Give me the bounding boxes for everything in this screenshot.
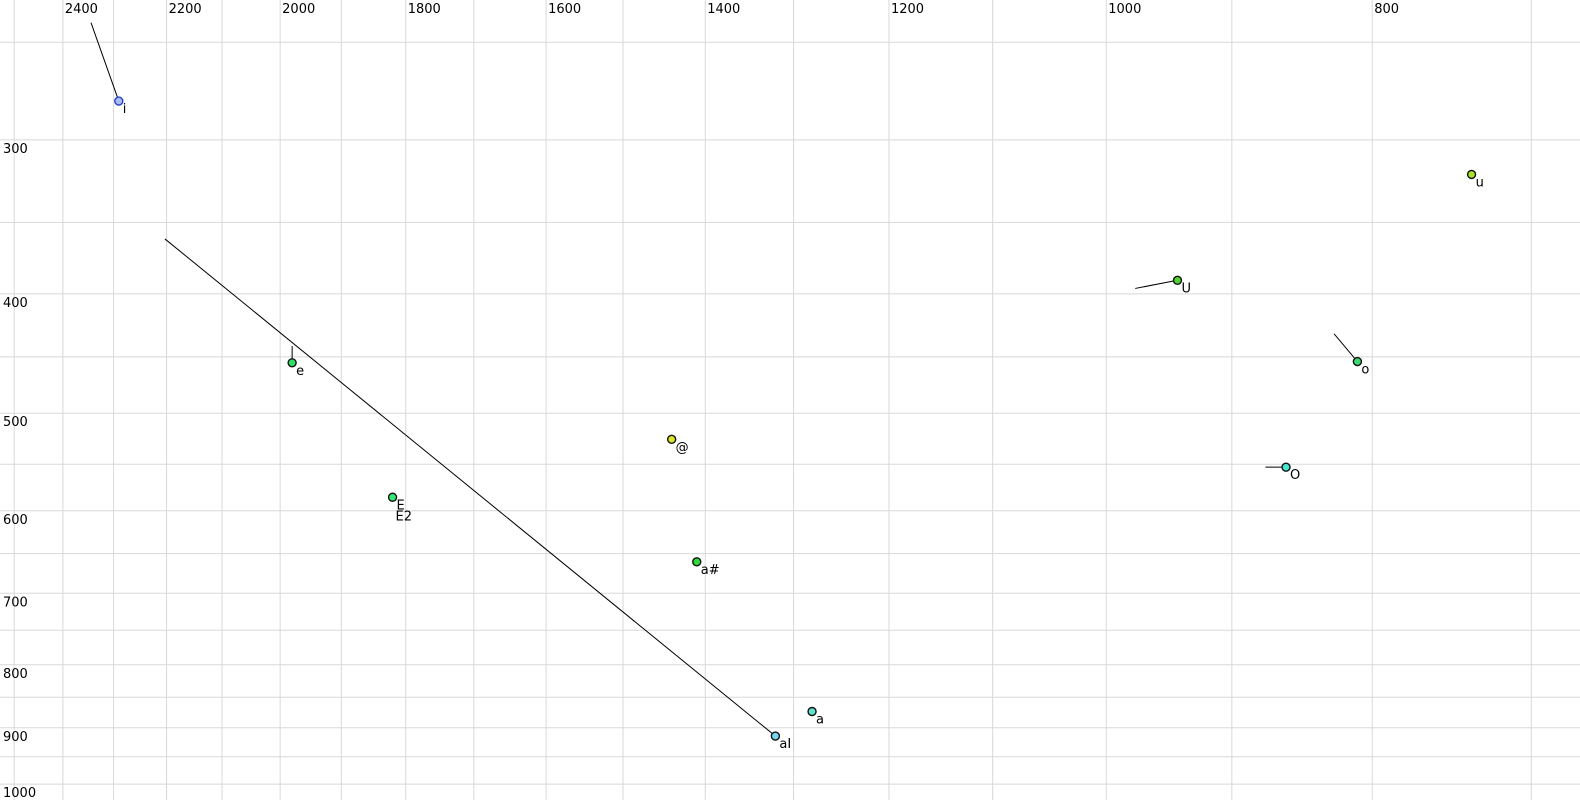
y-tick-label: 900 (3, 730, 28, 745)
point-label: u (1476, 175, 1484, 190)
x-tick-label: 1600 (548, 2, 581, 17)
point-a[interactable] (807, 706, 817, 717)
y-tick-label: 600 (3, 513, 28, 528)
x-tick-label: 1000 (1108, 2, 1141, 17)
point-O[interactable] (1281, 462, 1291, 472)
x-tick-label: 1200 (891, 2, 924, 17)
x-tick-label: 1400 (707, 2, 740, 17)
trajectory-line-aI (164, 238, 776, 737)
point-label: i (123, 102, 127, 117)
point-label: @ (676, 440, 689, 455)
point-label: a (816, 712, 824, 727)
y-tick-label: 800 (3, 667, 28, 682)
trajectory-line-i (90, 22, 120, 102)
point-@[interactable] (666, 434, 677, 445)
point-e[interactable] (287, 358, 297, 368)
y-tick-label: 700 (3, 595, 28, 610)
x-tick-label: 800 (1374, 2, 1399, 17)
x-tick-label: 2400 (65, 2, 98, 17)
y-tick-label: 1000 (3, 786, 36, 800)
point-label: a# (701, 563, 720, 578)
trajectory-line-o (1333, 333, 1358, 362)
y-tick-label: 400 (3, 296, 28, 311)
point-aI[interactable] (770, 731, 781, 741)
point-label: o (1361, 363, 1369, 378)
point-label: E2 (396, 509, 413, 524)
y-tick-label: 500 (3, 415, 28, 430)
point-a#[interactable] (692, 557, 702, 567)
point-label: aI (779, 737, 791, 752)
point-i[interactable] (114, 96, 124, 106)
point-label: U (1181, 281, 1191, 296)
point-label: O (1290, 468, 1300, 483)
point-o[interactable] (1352, 356, 1363, 367)
x-tick-label: 1800 (408, 2, 441, 17)
point-U[interactable] (1172, 275, 1183, 285)
x-tick-label: 2200 (169, 2, 202, 17)
point-label: E (397, 498, 405, 513)
x-tick-label: 2000 (282, 2, 315, 17)
point-u[interactable] (1466, 169, 1477, 180)
point-E[interactable] (387, 492, 398, 502)
y-tick-label: 300 (3, 142, 28, 157)
point-label: e (296, 364, 304, 379)
trajectory-line-U (1135, 279, 1178, 289)
